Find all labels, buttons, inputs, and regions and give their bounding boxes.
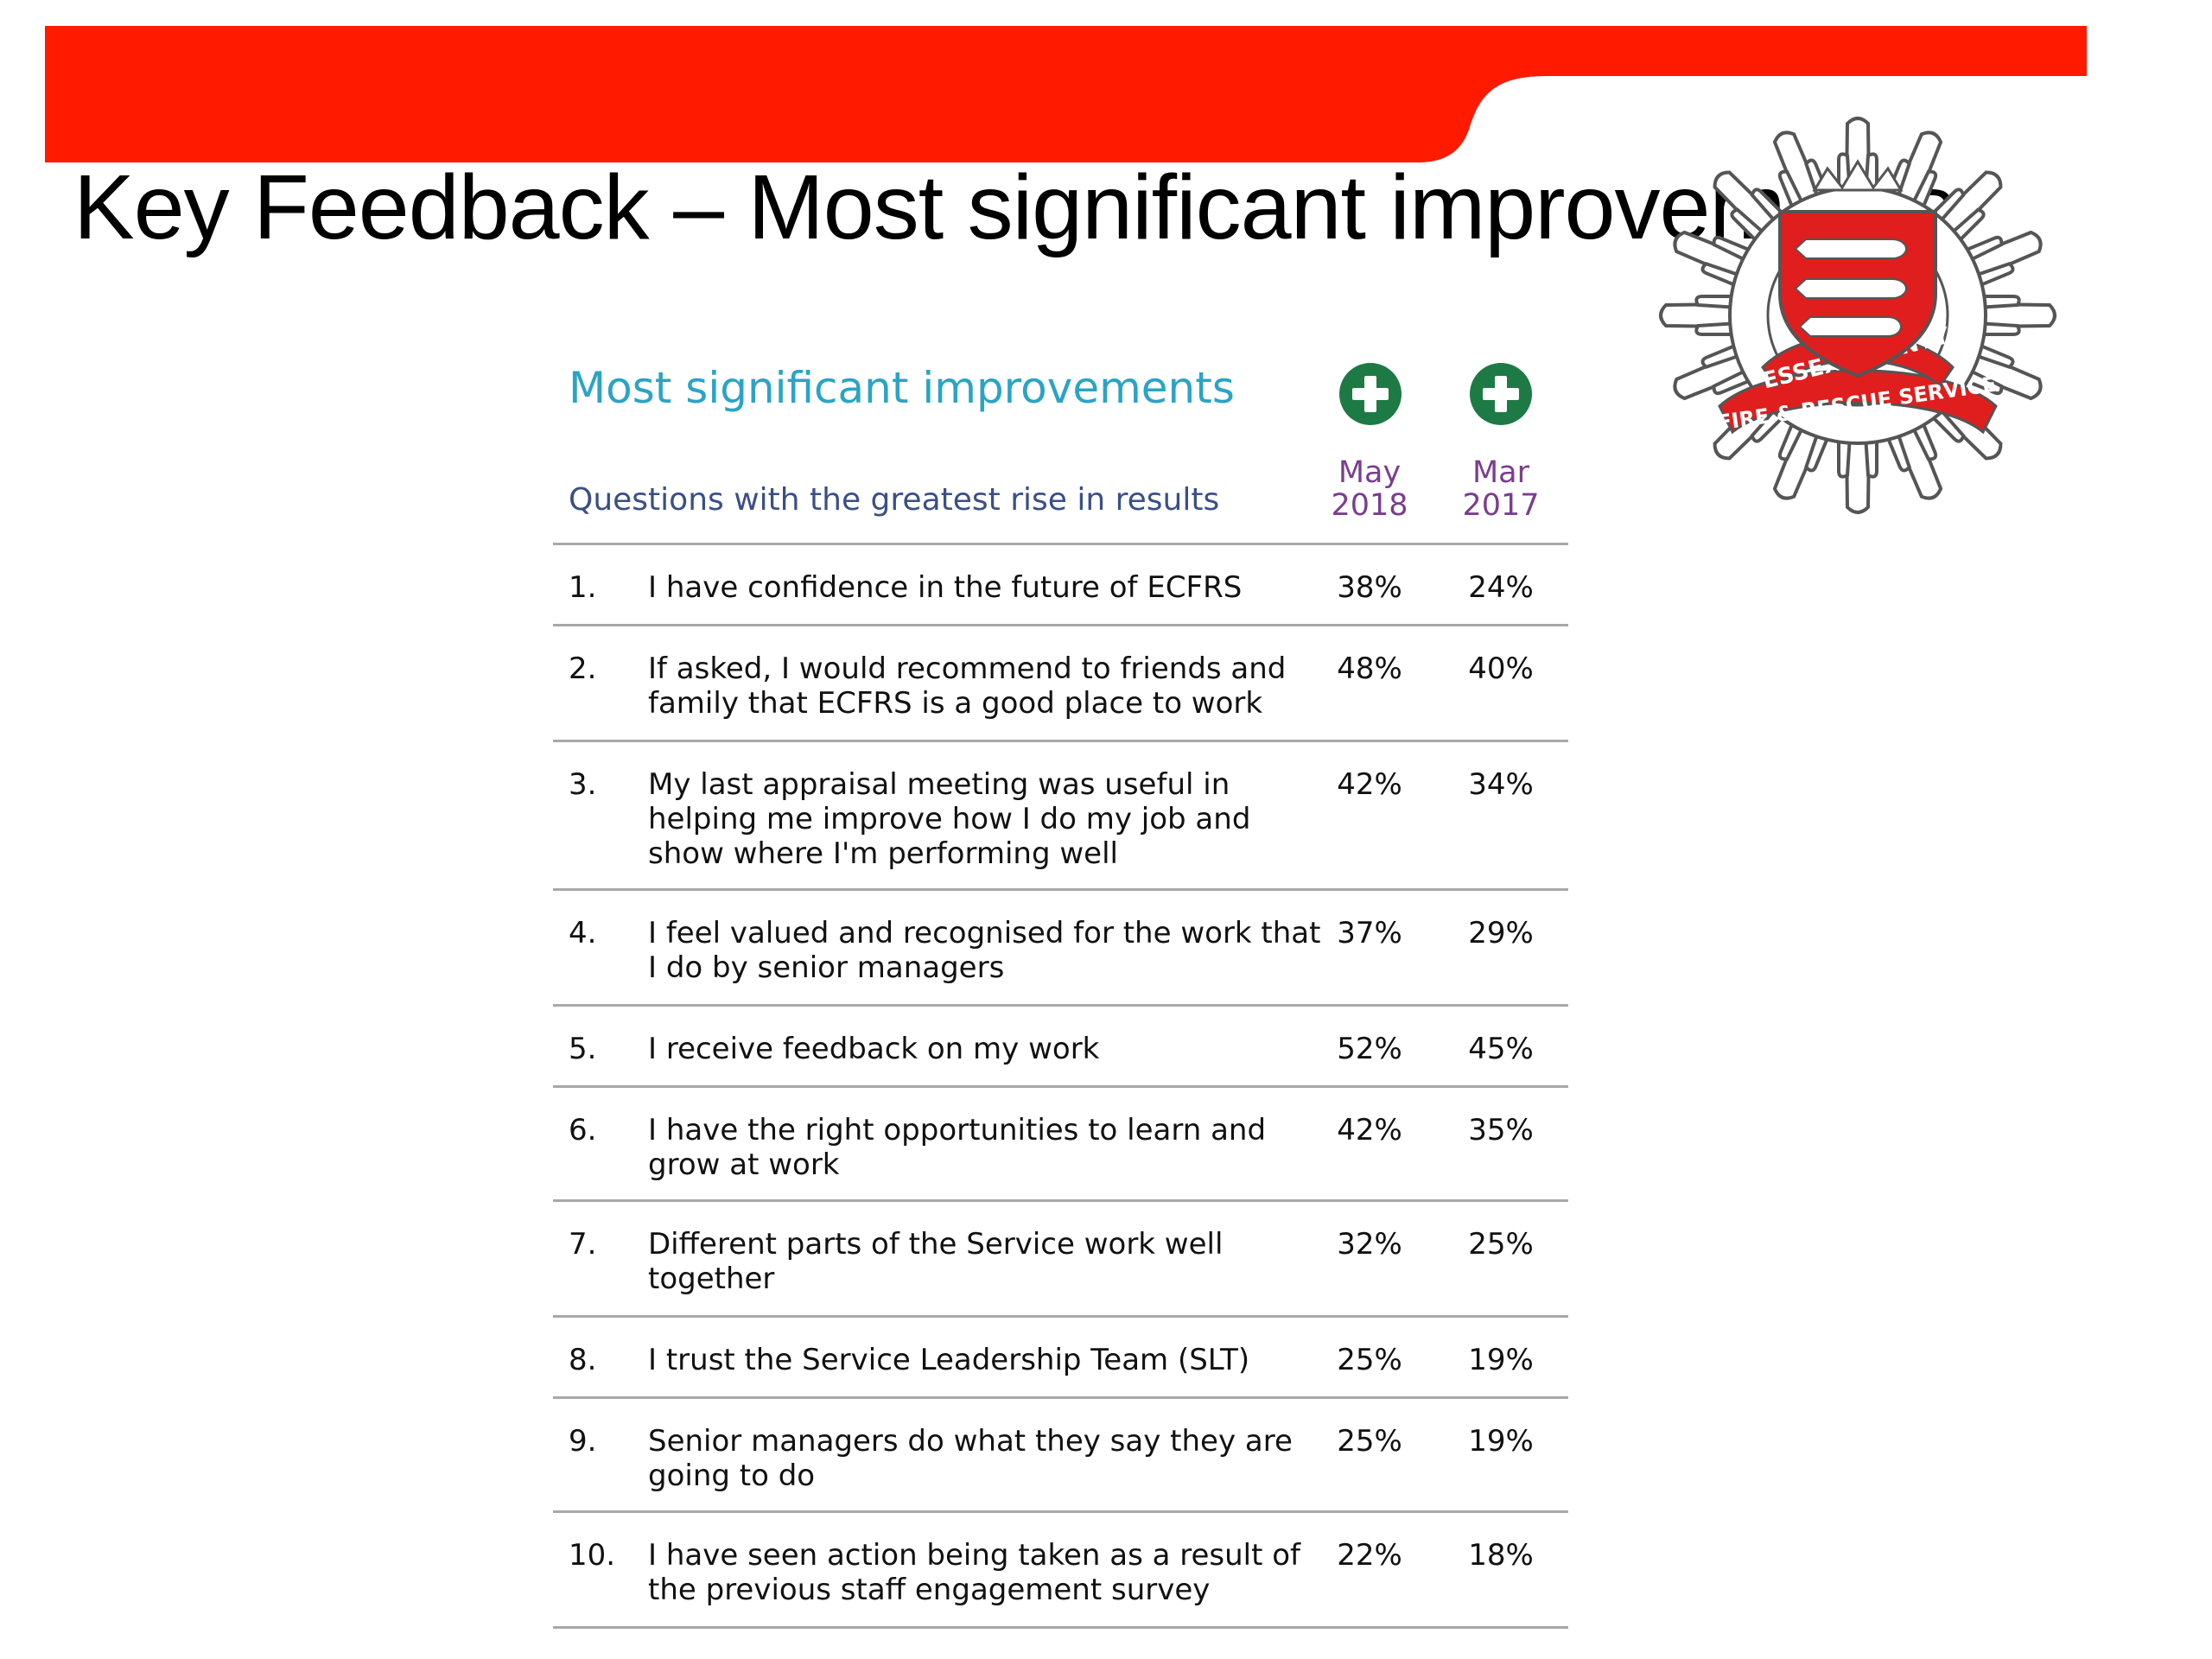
value-mar-2017: 25% — [1468, 1227, 1534, 1262]
row-number: 1. — [569, 570, 597, 605]
value-may-2018: 25% — [1337, 1424, 1402, 1459]
slide-title: Key Feedback – Most significant improvem… — [73, 156, 1955, 258]
value-mar-2017: 19% — [1468, 1424, 1534, 1459]
row-divider — [553, 1199, 1568, 1202]
question-text: If asked, I would recommend to friends a… — [648, 652, 1287, 721]
plus-circle-icon — [1339, 363, 1402, 425]
fire-service-crest-icon: ESSEX COUNTY FIRE & RESCUE SERVICE — [1659, 117, 2056, 514]
column-header-mar-2017: Mar 2017 — [1436, 456, 1566, 522]
row-divider — [553, 1004, 1568, 1007]
question-text: I have the right opportunities to learn … — [648, 1113, 1267, 1182]
column-header-line: May — [1338, 455, 1402, 490]
question-text: I receive feedback on my work — [648, 1032, 1100, 1066]
value-mar-2017: 45% — [1468, 1032, 1534, 1066]
value-mar-2017: 19% — [1468, 1343, 1534, 1377]
value-may-2018: 52% — [1337, 1032, 1402, 1066]
plus-circle-icon — [1470, 363, 1532, 425]
column-header-line: 2018 — [1331, 488, 1408, 523]
question-text: I have confidence in the future of ECFRS — [648, 570, 1243, 605]
row-divider — [553, 624, 1568, 626]
row-number: 10. — [569, 1538, 616, 1573]
question-text: My last appraisal meeting was useful in … — [648, 767, 1251, 871]
value-mar-2017: 40% — [1468, 652, 1534, 686]
question-text: I have seen action being taken as a resu… — [648, 1538, 1301, 1607]
header-banner — [45, 26, 2087, 162]
row-number: 7. — [569, 1227, 597, 1262]
row-divider — [553, 1626, 1568, 1629]
table-heading: Most significant improvements — [569, 363, 1235, 413]
row-number: 5. — [569, 1032, 597, 1066]
value-may-2018: 42% — [1337, 1113, 1402, 1147]
question-text: I feel valued and recognised for the wor… — [648, 916, 1321, 985]
value-mar-2017: 34% — [1468, 767, 1534, 802]
row-divider — [553, 1396, 1568, 1399]
value-mar-2017: 29% — [1468, 916, 1534, 950]
row-number: 4. — [569, 916, 597, 950]
value-may-2018: 32% — [1337, 1227, 1402, 1262]
value-mar-2017: 35% — [1468, 1113, 1534, 1147]
column-header-may-2018: May 2018 — [1305, 456, 1434, 522]
row-number: 2. — [569, 652, 597, 686]
question-text: Senior managers do what they say they ar… — [648, 1424, 1293, 1493]
table-subheading: Questions with the greatest rise in resu… — [569, 482, 1220, 518]
row-number: 8. — [569, 1343, 597, 1377]
row-number: 3. — [569, 767, 597, 802]
row-divider — [553, 543, 1568, 545]
row-divider — [553, 888, 1568, 891]
row-divider — [553, 1315, 1568, 1318]
value-may-2018: 25% — [1337, 1343, 1402, 1377]
question-text: I trust the Service Leadership Team (SLT… — [648, 1343, 1250, 1377]
column-header-line: Mar — [1471, 455, 1530, 490]
value-mar-2017: 24% — [1468, 570, 1534, 605]
value-may-2018: 42% — [1337, 767, 1402, 802]
row-divider — [553, 1085, 1568, 1088]
row-divider — [553, 1510, 1568, 1513]
row-number: 9. — [569, 1424, 597, 1459]
value-mar-2017: 18% — [1468, 1538, 1534, 1573]
value-may-2018: 48% — [1337, 652, 1402, 686]
column-header-line: 2017 — [1462, 488, 1540, 523]
value-may-2018: 22% — [1337, 1538, 1402, 1573]
row-number: 6. — [569, 1113, 597, 1147]
value-may-2018: 37% — [1337, 916, 1402, 950]
row-divider — [553, 740, 1568, 742]
question-text: Different parts of the Service work well… — [648, 1227, 1224, 1296]
value-may-2018: 38% — [1337, 570, 1402, 605]
